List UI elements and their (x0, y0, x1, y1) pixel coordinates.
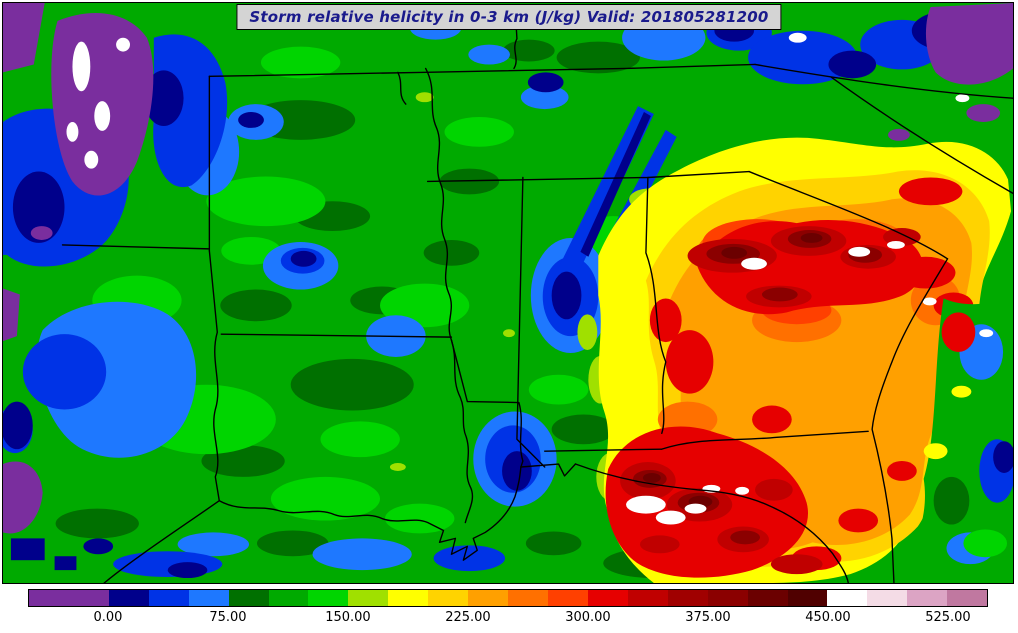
colorbar (28, 589, 988, 607)
colorbar-segment (747, 590, 788, 606)
colorbar-segment (308, 590, 349, 606)
layer-white-hot-maxima (626, 240, 937, 525)
layer-atlantic-green-dark (933, 476, 970, 525)
colorbar-tick-label: 300.00 (565, 610, 611, 625)
colorbar-tick-label: 450.00 (805, 610, 851, 625)
colorbar-segment (388, 590, 429, 606)
colorbar-segment (148, 590, 189, 606)
layer-white-cold-maxima (66, 32, 970, 169)
colorbar-tick-label: 525.00 (925, 610, 971, 625)
layer-offshore-white (979, 329, 994, 338)
layer-atlantic-blue-dark (993, 441, 1013, 473)
colorbar-tick-label: 225.00 (445, 610, 491, 625)
colorbar-segment (827, 590, 868, 606)
colorbar-tick-row: 0.00 75.00 150.00 225.00 300.00 375.00 450.00 5… (28, 610, 988, 630)
map-frame (2, 2, 1014, 584)
layer-atlantic-green-light (963, 529, 1008, 558)
colorbar-segment (508, 590, 548, 606)
colorbar-segment (468, 590, 509, 606)
colorbar-segment (29, 590, 69, 606)
colorbar-segment (867, 590, 908, 606)
colorbar-segment (947, 590, 988, 606)
colorbar-segment (68, 590, 109, 606)
colorbar-segment (667, 590, 708, 606)
colorbar-segment (587, 590, 628, 606)
colorbar-segment (188, 590, 229, 606)
layer-offshore-red (941, 312, 976, 352)
map-title-text: Storm relative helicity in 0-3 km (J/kg)… (249, 8, 769, 26)
layer-offshore-yellow (923, 385, 972, 460)
colorbar-segment (627, 590, 668, 606)
colorbar-segment (228, 590, 269, 606)
colorbar-segment (428, 590, 469, 606)
colorbar-segment (547, 590, 588, 606)
helicity-map (3, 3, 1013, 583)
colorbar-segment (707, 590, 748, 606)
colorbar-segment (348, 590, 389, 606)
colorbar-tick-label: 0.00 (93, 610, 123, 625)
colorbar-segment (268, 590, 309, 606)
colorbar-tick-label: 150.00 (325, 610, 371, 625)
layer-maroon-deep (642, 233, 823, 508)
colorbar-tick-label: 375.00 (685, 610, 731, 625)
state-borders (61, 4, 1013, 583)
colorbar-segment (907, 590, 948, 606)
map-title: Storm relative helicity in 0-3 km (J/kg)… (236, 4, 782, 30)
colorbar-tick-label: 75.00 (209, 610, 247, 625)
colorbar-segment (108, 590, 149, 606)
colorbar-segment (787, 590, 828, 606)
